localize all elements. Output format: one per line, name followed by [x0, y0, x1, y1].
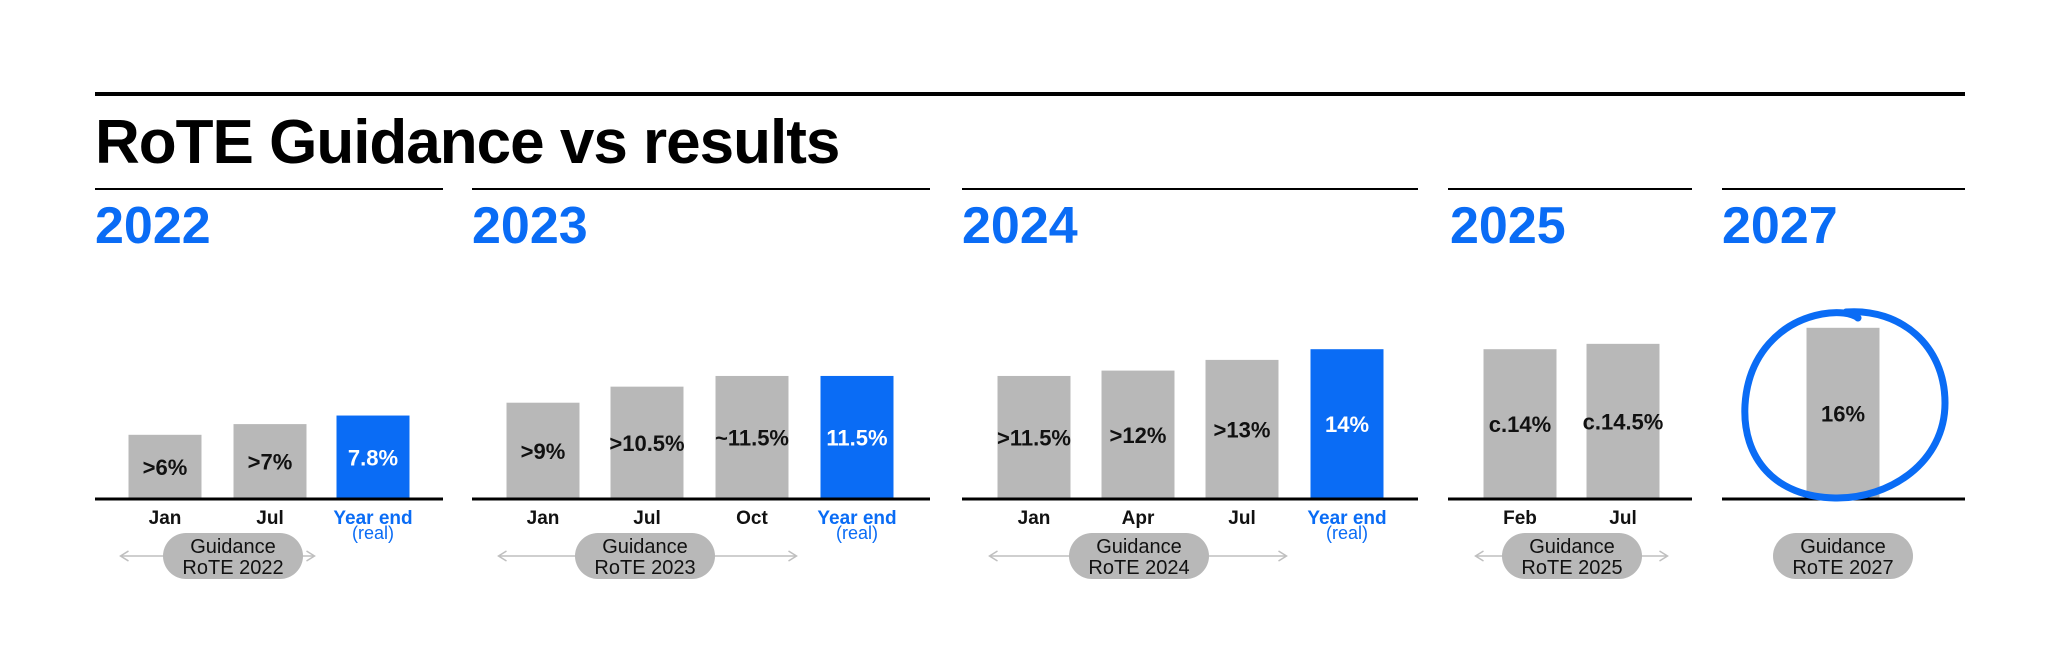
bar — [610, 386, 684, 499]
category-label: Jan — [149, 508, 182, 529]
guidance-pill-line1: Guidance — [602, 536, 688, 558]
category-label: Oct — [736, 508, 768, 529]
bar — [715, 375, 789, 499]
panel-2023: 2023 >9% Jan >10.5% Jul ~11.5% Oct 11.5% Year en… — [472, 188, 930, 579]
bar-value-label: 16% — [1821, 401, 1865, 426]
guidance-pill — [1773, 533, 1913, 579]
bar — [128, 434, 202, 499]
bar-value-label: >6% — [143, 455, 188, 480]
category-label: Apr — [1122, 508, 1155, 529]
guidance-pill-line1: Guidance — [1800, 536, 1886, 558]
bar — [1806, 327, 1880, 499]
guidance-pill — [1502, 533, 1642, 579]
guidance-pill — [575, 533, 715, 579]
category-sublabel: (real) — [836, 523, 878, 543]
category-label: Jul — [1228, 508, 1255, 529]
bar — [1483, 349, 1557, 499]
bar-value-label: 7.8% — [348, 445, 398, 470]
arrow-head-left — [497, 550, 507, 562]
guidance-pill-line2: RoTE 2024 — [1088, 557, 1189, 579]
guidance-pill — [1069, 533, 1209, 579]
bar — [1101, 370, 1175, 499]
guidance-pill-line1: Guidance — [190, 536, 276, 558]
bar — [506, 402, 580, 499]
year-heading: 2024 — [962, 197, 1078, 255]
guidance-pill — [163, 533, 303, 579]
arrow-head-left — [988, 550, 998, 562]
arrow-head-right — [1278, 550, 1288, 562]
highlight-circle — [1741, 308, 1949, 502]
category-label: Feb — [1503, 508, 1537, 529]
bar-value-label: >10.5% — [609, 431, 684, 456]
panel-2024: 2024 >11.5% Jan >12% Apr >13% Jul 14% Year end(r… — [962, 188, 1418, 579]
arrow-head-right — [306, 550, 316, 562]
category-label: Jan — [527, 508, 560, 529]
category-label: Jul — [633, 508, 660, 529]
bar-value-label: 11.5% — [826, 425, 887, 450]
bar — [1586, 343, 1660, 499]
bar-value-label: c.14% — [1489, 412, 1551, 437]
guidance-pill-line2: RoTE 2025 — [1521, 557, 1622, 579]
year-heading: 2027 — [1722, 197, 1838, 255]
arrow-head-left — [119, 550, 129, 562]
category-sublabel: (real) — [1326, 523, 1368, 543]
year-heading: 2022 — [95, 197, 211, 255]
guidance-pill-line1: Guidance — [1096, 536, 1182, 558]
bar — [1310, 349, 1384, 499]
arrow-head-right — [1659, 550, 1669, 562]
category-label: Jul — [256, 508, 283, 529]
bar — [336, 415, 410, 499]
bar — [820, 375, 894, 499]
bar-value-label: c.14.5% — [1583, 409, 1664, 434]
category-label: Jul — [1609, 508, 1636, 529]
bar-value-label: ~11.5% — [715, 425, 789, 450]
guidance-pill-line2: RoTE 2022 — [182, 557, 283, 579]
bar-value-label: >7% — [248, 450, 293, 475]
category-label: Year end — [333, 508, 412, 529]
guidance-pill-line1: Guidance — [1529, 536, 1615, 558]
arrow-head-right — [788, 550, 798, 562]
year-heading: 2023 — [472, 197, 588, 255]
category-label: Year end — [1307, 508, 1386, 529]
bar-value-label: >13% — [1214, 417, 1271, 442]
category-sublabel: (real) — [352, 523, 394, 543]
bar — [997, 375, 1071, 499]
bar — [1205, 359, 1279, 499]
bar-value-label: >12% — [1110, 423, 1167, 448]
bar — [233, 424, 307, 499]
bar-value-label: >9% — [521, 439, 566, 464]
arrow-head-left — [1474, 550, 1484, 562]
guidance-pill-line2: RoTE 2023 — [594, 557, 695, 579]
panel-2022: 2022 >6% Jan >7% Jul 7.8% Year end(real) Guidan… — [95, 188, 443, 579]
chart-title: RoTE Guidance vs results — [95, 108, 839, 177]
year-heading: 2025 — [1450, 197, 1566, 255]
bar-value-label: 14% — [1325, 412, 1369, 437]
category-label: Jan — [1018, 508, 1051, 529]
category-label: Year end — [817, 508, 896, 529]
guidance-pill-line2: RoTE 2027 — [1792, 557, 1893, 579]
bar-value-label: >11.5% — [997, 425, 1071, 450]
